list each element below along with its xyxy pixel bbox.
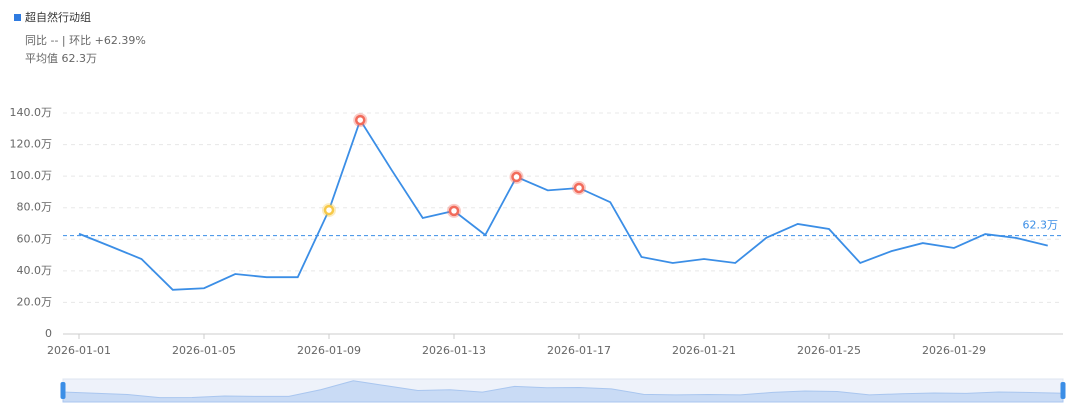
y-tick-label: 0 <box>45 327 52 340</box>
y-tick-label: 120.0万 <box>10 138 53 151</box>
marker <box>573 182 585 194</box>
x-tick-label: 2026-01-21 <box>672 344 736 357</box>
y-tick-label: 60.0万 <box>17 232 53 245</box>
zoom-handle[interactable] <box>60 382 66 399</box>
x-tick-label: 2026-01-17 <box>547 344 611 357</box>
x-tick-label: 2026-01-09 <box>297 344 361 357</box>
x-tick-label: 2026-01-13 <box>422 344 486 357</box>
x-tick-label: 2026-01-29 <box>922 344 986 357</box>
y-tick-label: 140.0万 <box>10 106 53 119</box>
legend-swatch <box>14 14 21 21</box>
y-tick-label: 80.0万 <box>17 201 53 214</box>
x-tick-label: 2026-01-25 <box>797 344 861 357</box>
x-tick-label: 2026-01-01 <box>47 344 111 357</box>
subtitle: 同比 -- | 环比 +62.39% <box>25 34 146 47</box>
summary: 平均值 62.3万 <box>25 52 97 65</box>
chart-title: 超自然行动组 <box>25 10 91 24</box>
marker <box>511 171 522 183</box>
line <box>78 118 1048 291</box>
x-tick-label: 2026-01-05 <box>172 344 236 357</box>
zoom-area <box>62 380 1064 403</box>
average-label: 62.3万 <box>1023 219 1059 232</box>
y-tick-label: 20.0万 <box>17 295 53 308</box>
marker <box>448 205 460 217</box>
zoom-handle[interactable] <box>1060 382 1066 399</box>
y-tick-label: 100.0万 <box>10 169 53 182</box>
y-tick-label: 40.0万 <box>17 264 53 277</box>
marker <box>355 114 366 126</box>
marker <box>323 204 335 216</box>
